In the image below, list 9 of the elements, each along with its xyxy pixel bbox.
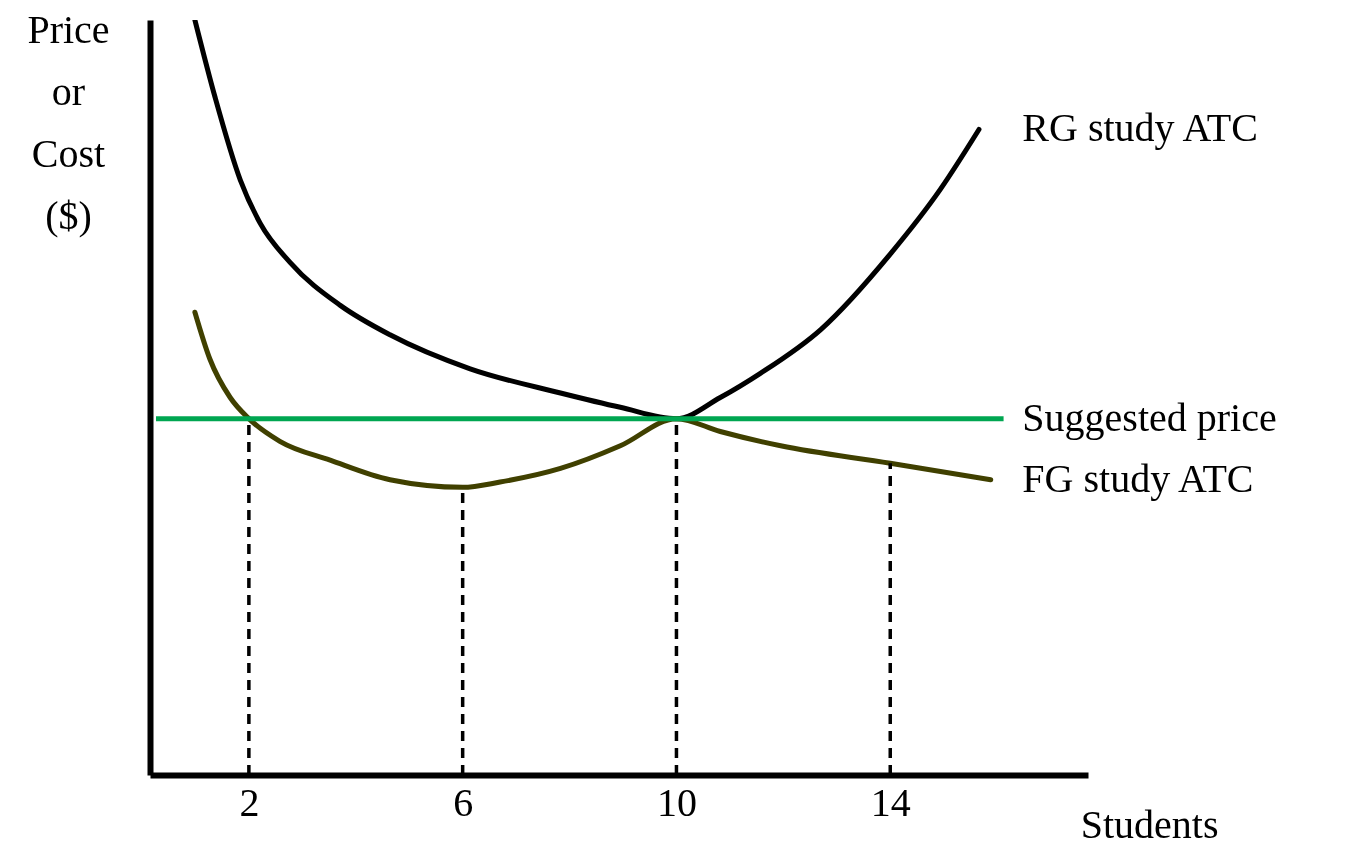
series-label: FG study ATC (1022, 455, 1254, 501)
x-tick-label: 10 (656, 779, 697, 825)
x-tick-label: 14 (870, 779, 911, 825)
x-axis-title: Students (1080, 801, 1219, 847)
y-axis-title: Price or Cost ($) (27, 6, 110, 238)
x-tick-label: 2 (239, 779, 260, 825)
series-label: RG study ATC (1022, 105, 1258, 151)
ref-line-label: Suggested price (1022, 394, 1277, 440)
x-tick-label: 6 (453, 779, 474, 825)
